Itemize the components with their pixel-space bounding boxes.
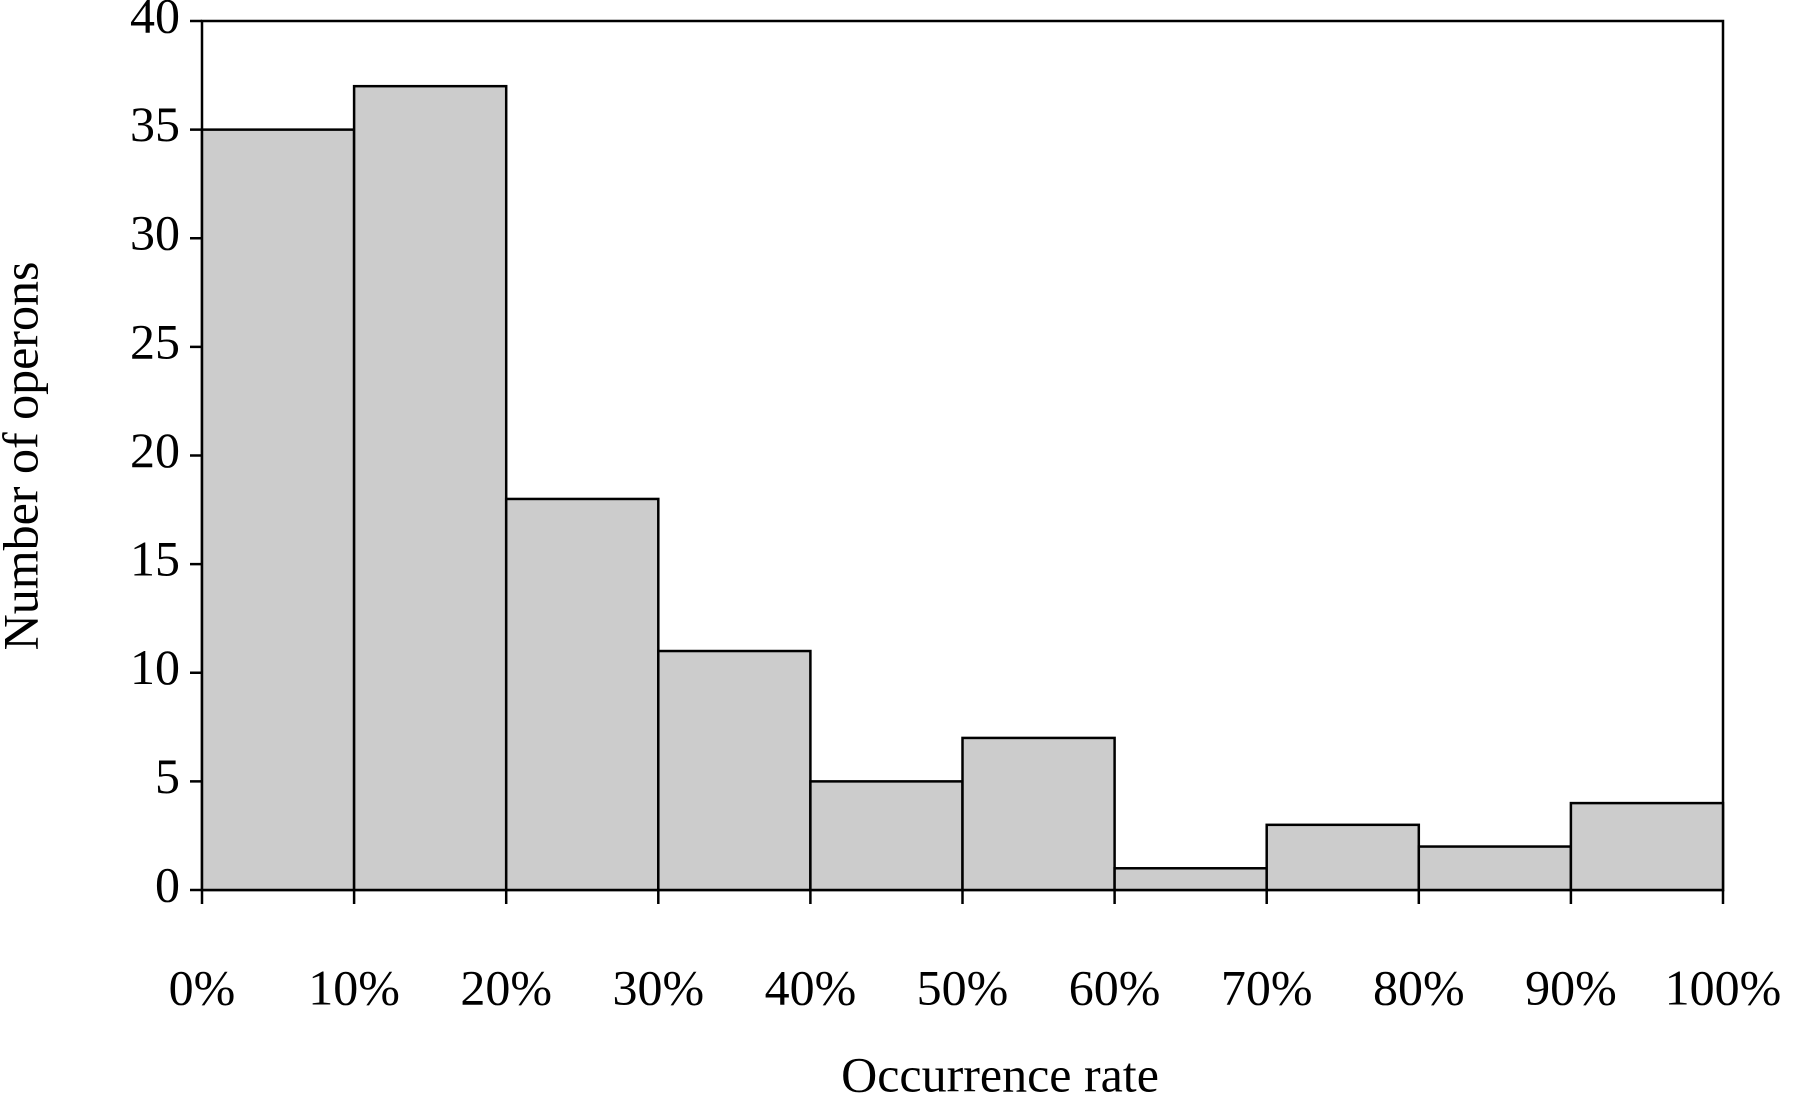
- bar: [961, 736, 1116, 892]
- y-tick-label: 25: [130, 313, 180, 369]
- bar: [1417, 845, 1573, 892]
- bar: [200, 128, 356, 892]
- bar: [1569, 801, 1725, 892]
- bar: [352, 84, 508, 892]
- x-tick-label: 60%: [1069, 959, 1161, 1015]
- y-tick-label: 15: [130, 531, 180, 587]
- y-tick-label: 35: [130, 96, 180, 152]
- bar: [657, 649, 812, 892]
- x-tick-label: 30%: [612, 959, 704, 1015]
- x-axis-title: Occurrence rate: [841, 1046, 1159, 1102]
- x-tick-label: 50%: [917, 959, 1009, 1015]
- y-tick-label: 5: [155, 748, 180, 804]
- x-tick-label: 20%: [460, 959, 552, 1015]
- x-tick-label: 90%: [1525, 959, 1617, 1015]
- x-tick-label: 70%: [1221, 959, 1313, 1015]
- y-tick-label: 20: [130, 422, 180, 478]
- y-tick-label: 40: [130, 0, 180, 43]
- y-tick-label: 30: [130, 205, 180, 261]
- y-tick-label: 10: [130, 639, 180, 695]
- x-tick-label: 0%: [169, 959, 236, 1015]
- y-tick-label: 0: [155, 856, 180, 912]
- x-tick-label: 80%: [1373, 959, 1465, 1015]
- bar: [809, 780, 964, 892]
- y-axis-title: Number of operons: [0, 262, 48, 651]
- x-tick-label: 10%: [308, 959, 400, 1015]
- x-tick-label: 100%: [1665, 959, 1782, 1015]
- bar: [1113, 867, 1268, 892]
- bar: [1265, 823, 1421, 892]
- bar: [504, 497, 660, 892]
- x-tick-label: 40%: [765, 959, 857, 1015]
